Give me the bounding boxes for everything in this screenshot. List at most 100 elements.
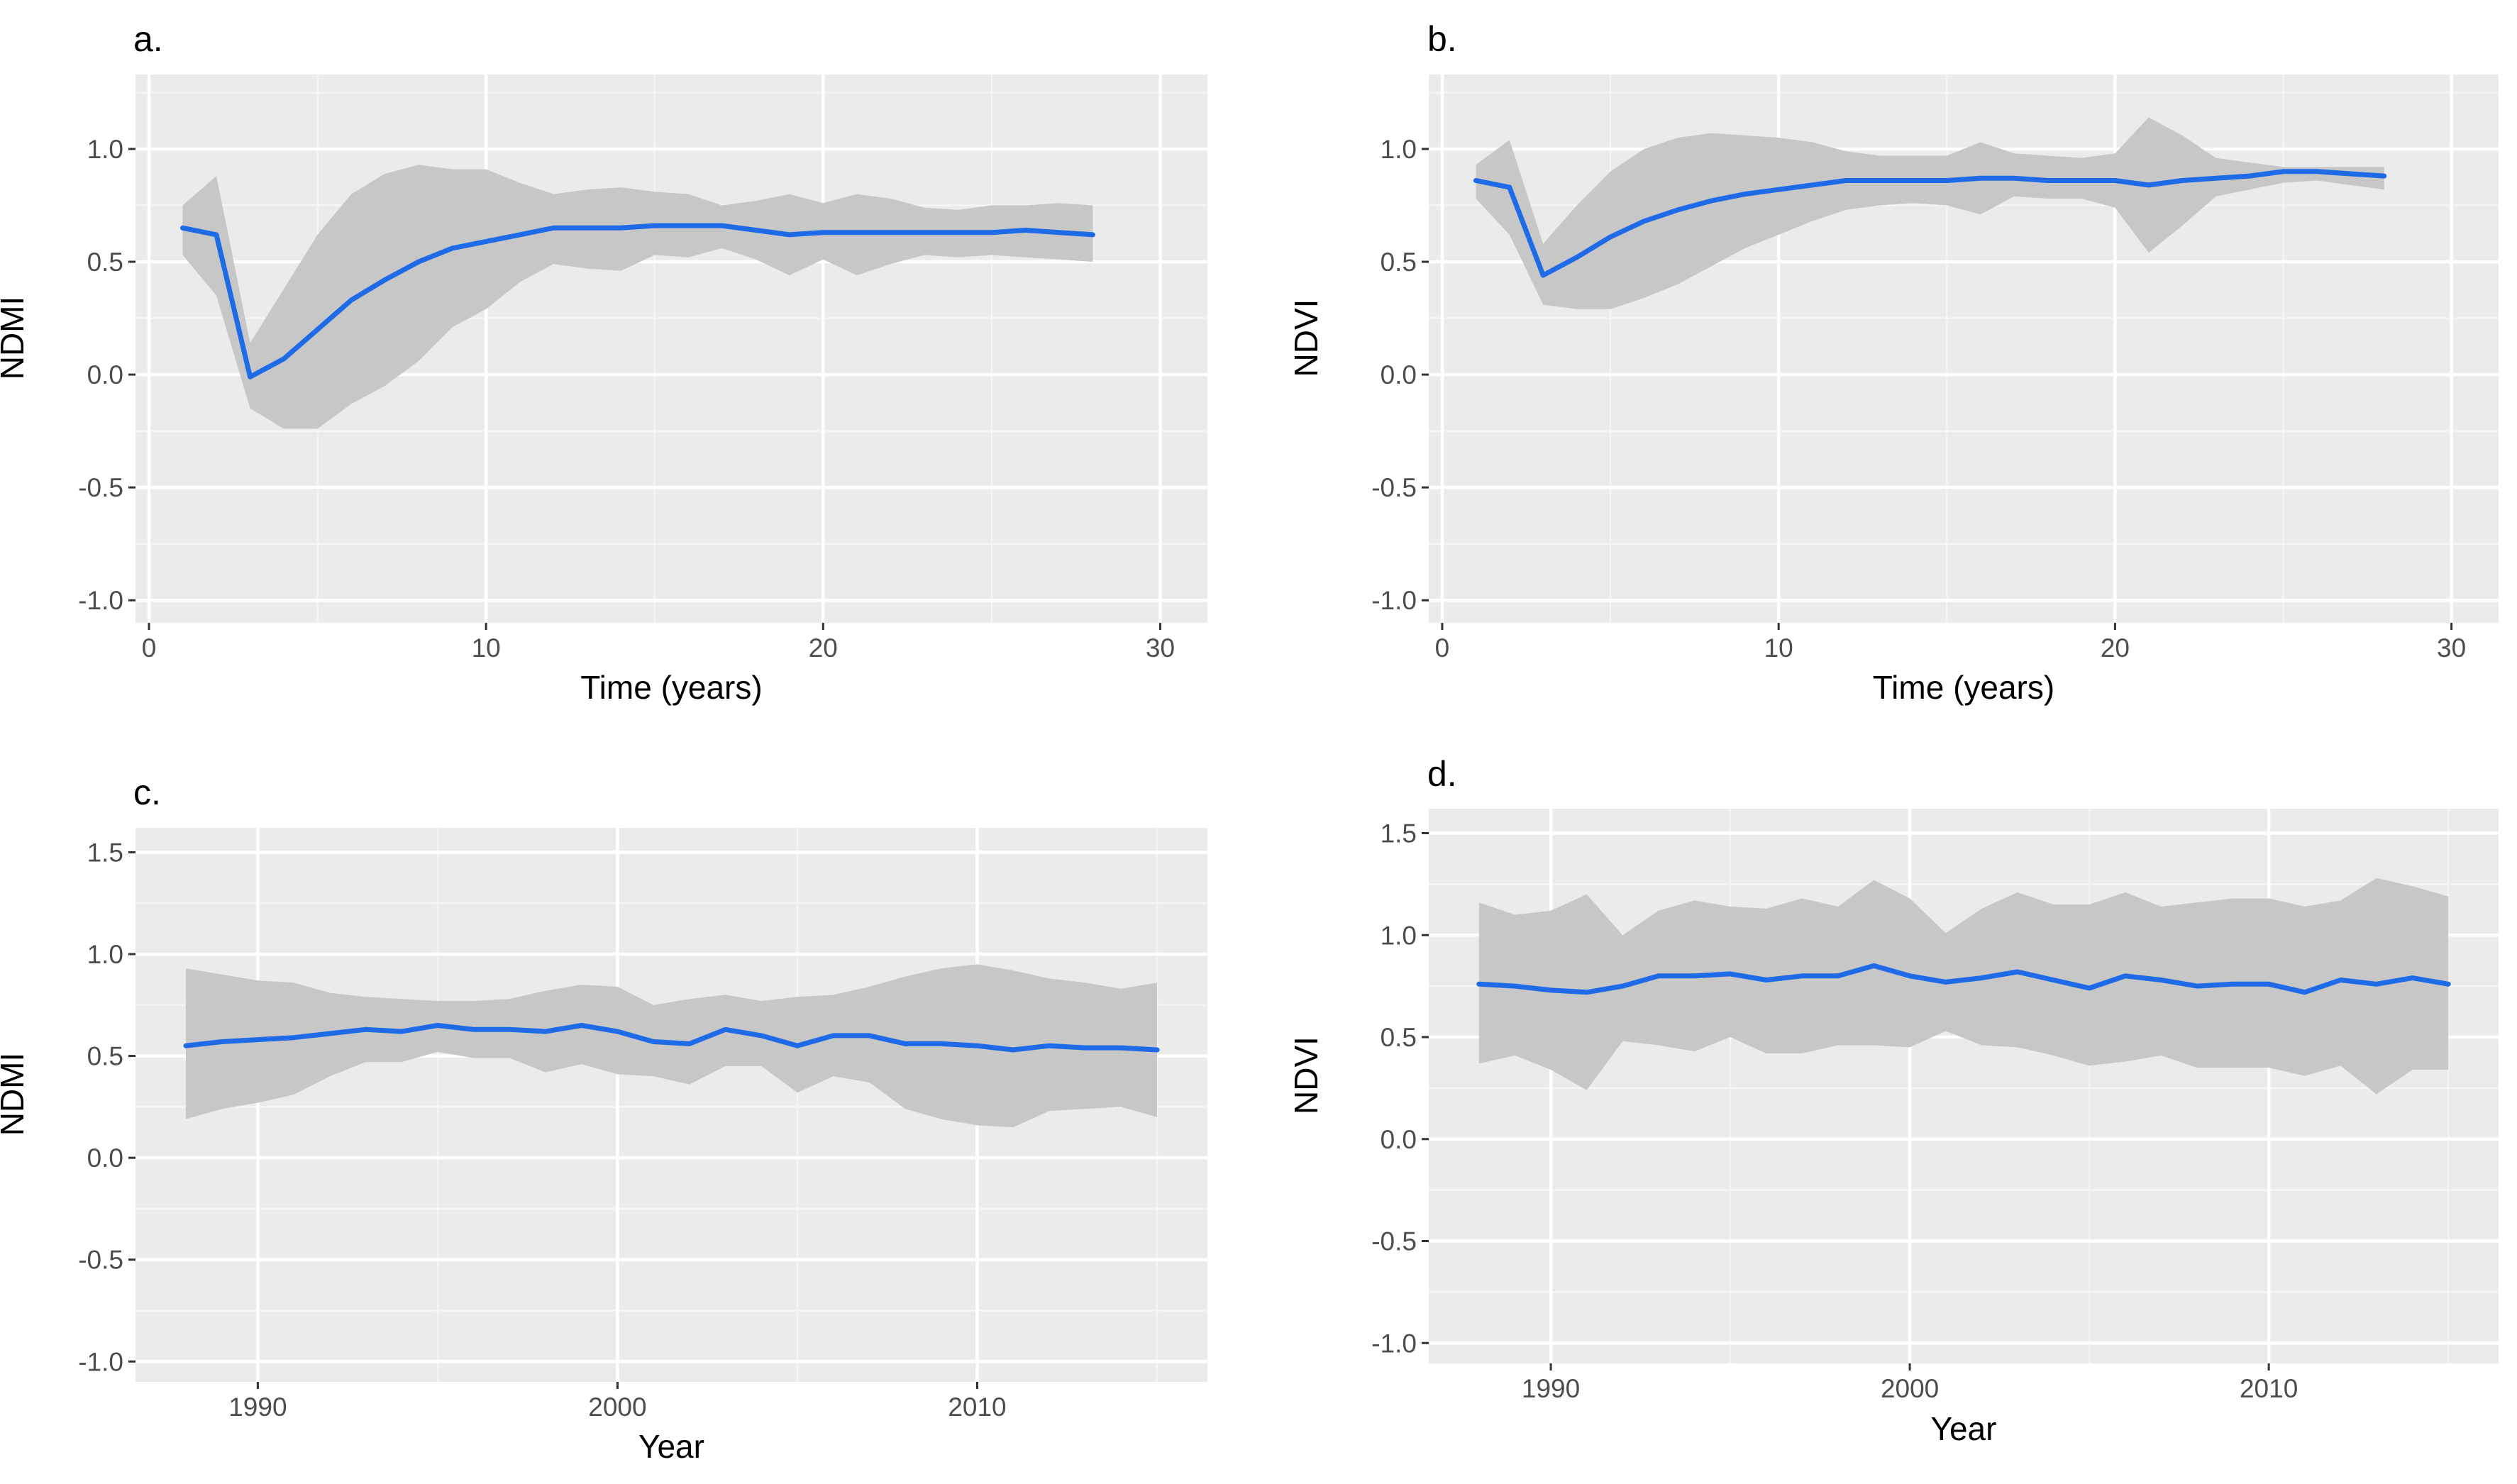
data-point <box>719 223 724 228</box>
data-point <box>585 226 590 231</box>
y-tick-label: 1.0 <box>87 135 123 164</box>
data-point <box>1023 228 1028 233</box>
data-point <box>1728 971 1733 976</box>
data-point <box>1155 1047 1160 1052</box>
data-point <box>975 1043 980 1048</box>
data-point <box>2079 178 2084 183</box>
data-point <box>1056 230 1061 235</box>
y-tick-label: 0.0 <box>1381 1125 1417 1154</box>
data-point <box>382 277 387 282</box>
panel-label: b. <box>1427 19 1457 59</box>
series-line-mean <box>1473 169 2387 278</box>
data-point <box>1776 187 1781 192</box>
data-point <box>989 230 994 235</box>
data-point <box>1574 255 1579 260</box>
data-point <box>2123 973 2128 978</box>
data-point <box>543 1029 548 1034</box>
y-tick-label: 0.0 <box>87 360 123 389</box>
x-tick-label: 0 <box>142 633 157 663</box>
data-point <box>888 230 893 235</box>
x-tick-label: 30 <box>1146 633 1175 663</box>
data-point <box>2180 178 2185 183</box>
data-point <box>1507 185 1512 190</box>
data-point <box>1908 973 1913 978</box>
data-point <box>282 356 287 361</box>
data-point <box>1978 176 1983 181</box>
data-point <box>2012 176 2017 181</box>
data-point <box>1979 975 1984 980</box>
data-point <box>1764 978 1769 982</box>
y-tick-label: -1.0 <box>78 1347 123 1376</box>
data-point <box>183 1043 188 1048</box>
y-tick-label: 0.5 <box>1381 1023 1417 1052</box>
data-point <box>219 1039 224 1044</box>
data-point <box>723 1027 728 1032</box>
data-point <box>292 1035 297 1040</box>
data-point <box>922 230 926 235</box>
data-point <box>1541 273 1546 278</box>
data-point <box>1608 235 1613 240</box>
data-point <box>1810 182 1815 187</box>
data-point <box>180 226 185 231</box>
data-point <box>1844 178 1849 183</box>
x-tick-label: 1990 <box>228 1392 287 1422</box>
y-tick-label: -0.5 <box>78 1246 123 1275</box>
data-point <box>435 1023 440 1028</box>
data-point <box>1800 973 1805 978</box>
y-tick-label: 1.5 <box>1381 819 1417 848</box>
y-tick-label: -0.5 <box>78 473 123 502</box>
data-point <box>1692 973 1697 978</box>
y-tick-label: -1.0 <box>1371 586 1417 615</box>
x-tick-label: 30 <box>2437 633 2466 663</box>
y-tick-label: 0.5 <box>1381 248 1417 277</box>
data-point <box>2146 182 2151 187</box>
panel-c: 1990 2000 2010 -1.0 -0.5 0.0 0.5 1.0 1.5 c. Year ND… <box>0 773 1207 1465</box>
series-line-mean <box>180 223 1095 380</box>
panel-label: d. <box>1427 754 1457 794</box>
data-point <box>956 230 961 235</box>
x-tick-label: 20 <box>2101 633 2130 663</box>
data-point <box>2348 171 2353 176</box>
series-line-mean <box>183 1023 1160 1053</box>
y-axis-title: NDMI <box>0 1053 31 1136</box>
x-tick-label: 1990 <box>1522 1374 1580 1403</box>
x-axis-title: Year <box>1931 1410 1997 1447</box>
data-point <box>1476 982 1481 987</box>
data-point <box>1910 178 1915 183</box>
data-point <box>507 1027 512 1032</box>
data-point <box>2314 169 2319 174</box>
x-tick-label: 2000 <box>588 1392 646 1422</box>
data-point <box>867 1033 872 1038</box>
data-point <box>1642 218 1647 223</box>
data-point <box>579 1023 584 1028</box>
y-tick-label: -0.5 <box>1371 473 1417 502</box>
data-point <box>416 260 421 265</box>
data-point <box>831 1033 836 1038</box>
data-point <box>551 226 556 231</box>
y-tick-label: 0.5 <box>87 1042 123 1071</box>
data-point <box>1709 199 1714 204</box>
x-tick-label: 2010 <box>2240 1374 2298 1403</box>
data-point <box>687 1041 692 1046</box>
data-point <box>821 230 826 235</box>
data-point <box>1656 973 1661 978</box>
data-point <box>2213 176 2218 181</box>
series-line-mean <box>1476 963 2451 995</box>
panel-a: 0 10 20 30 -1.0 -0.5 0.0 0.5 1.0 a. Time (years) ND… <box>0 19 1207 706</box>
data-point <box>2159 978 2164 982</box>
data-point <box>1011 1047 1016 1052</box>
y-tick-label: -1.0 <box>78 586 123 615</box>
data-point <box>903 1041 908 1046</box>
data-point <box>652 223 657 228</box>
data-point <box>315 327 320 332</box>
panel-label: c. <box>133 773 161 812</box>
data-point <box>1119 1046 1124 1051</box>
confidence-ribbon <box>1476 117 2384 309</box>
panel-d: 1990 2000 2010 -1.0 -0.5 0.0 0.5 1.0 1.5 d. Year ND… <box>1288 754 2499 1447</box>
confidence-ribbon <box>1478 877 2449 1095</box>
y-tick-label: -1.0 <box>1371 1329 1417 1358</box>
y-tick-label: 1.0 <box>1381 921 1417 950</box>
data-point <box>2015 970 2020 975</box>
data-point <box>214 232 219 237</box>
data-point <box>753 228 758 233</box>
